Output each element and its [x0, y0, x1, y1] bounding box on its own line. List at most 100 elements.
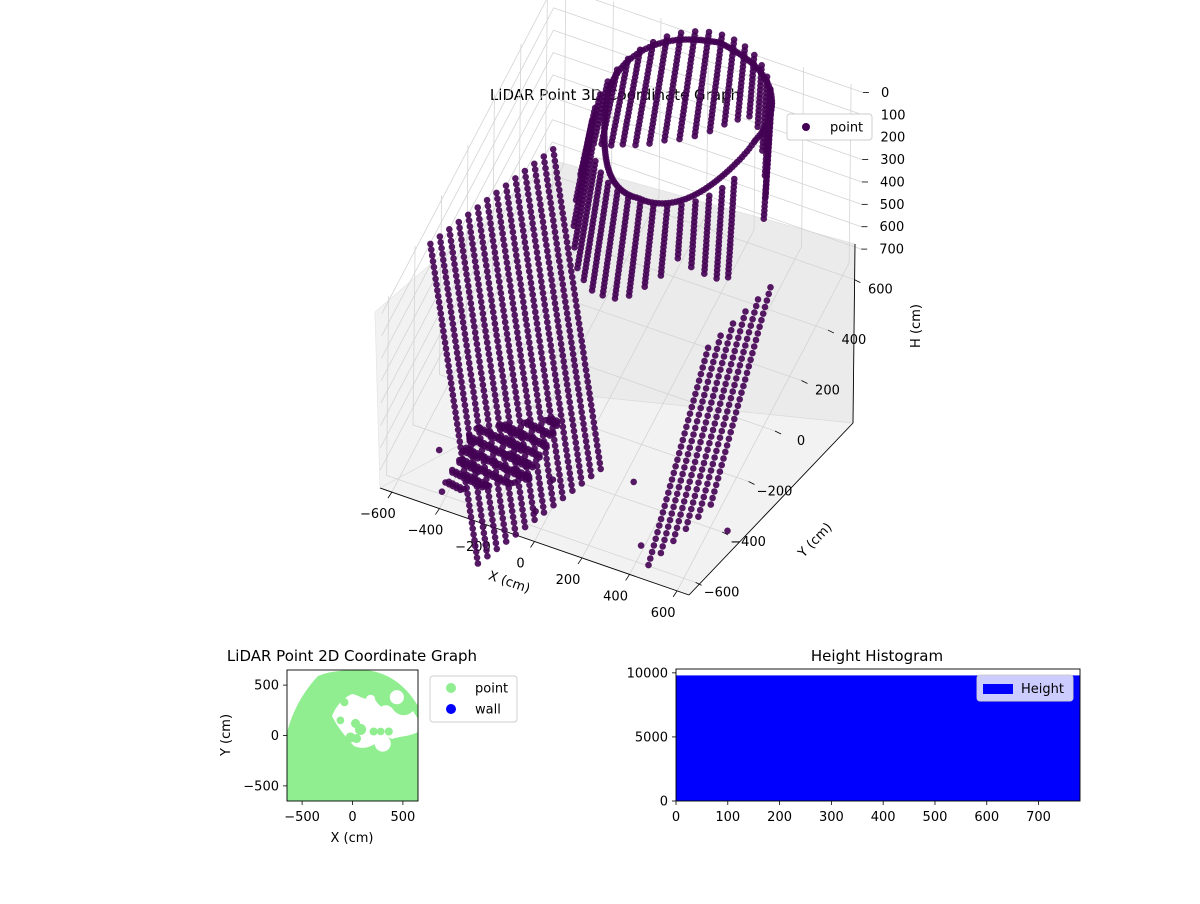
- data-point: [520, 512, 527, 519]
- data-point: [476, 287, 483, 294]
- data-point: [754, 123, 761, 131]
- data-point: [460, 253, 468, 261]
- data-point: [648, 548, 656, 556]
- data-point: [459, 384, 466, 392]
- data-point: [472, 335, 480, 342]
- data-point: [543, 170, 550, 178]
- data-point: [692, 424, 699, 432]
- data-point: [578, 337, 585, 345]
- data-point: [515, 198, 523, 205]
- gap: [377, 705, 394, 722]
- data-point: [709, 426, 717, 434]
- data-point: [686, 512, 693, 519]
- data-point: [553, 454, 561, 461]
- data-point: [500, 378, 507, 386]
- data-point: [472, 548, 480, 556]
- data-point: [593, 442, 601, 449]
- data-point: [508, 365, 516, 373]
- tick-label-y: −200: [757, 484, 793, 499]
- point-cloud-3d: [427, 28, 776, 569]
- data-point: [483, 333, 490, 341]
- data-point: [726, 333, 733, 341]
- data-point: [569, 350, 577, 358]
- data-point: [691, 132, 699, 140]
- tick-mark-y: [721, 531, 729, 536]
- data-point: [740, 348, 747, 356]
- data-point: [533, 391, 541, 399]
- data-point: [512, 317, 519, 325]
- data-point: [695, 377, 703, 385]
- data-point: [442, 345, 450, 352]
- data-point: [740, 314, 747, 322]
- data-point: [507, 288, 515, 296]
- data-point: [574, 451, 581, 458]
- data-point: [498, 509, 506, 516]
- data-point: [693, 486, 700, 493]
- data-point: [458, 307, 465, 315]
- tick-mark-x: [387, 491, 393, 499]
- data-point: [551, 371, 559, 378]
- gridline-y: [492, 94, 802, 381]
- data-point: [693, 452, 701, 459]
- data-point: [569, 345, 576, 352]
- data-point: [729, 354, 737, 361]
- data-point: [725, 435, 733, 443]
- data-point: [587, 401, 595, 409]
- data-point: [726, 367, 733, 375]
- data-point: [550, 294, 558, 301]
- data-point: [716, 468, 724, 476]
- data-point: [449, 391, 457, 399]
- data-point: [749, 315, 756, 323]
- data-point: [497, 218, 505, 226]
- data-point: [573, 374, 580, 381]
- data-point: [544, 318, 551, 326]
- data-point: [727, 326, 735, 334]
- data-point: [516, 275, 524, 282]
- data-point: [465, 359, 473, 367]
- data-point: [694, 384, 701, 391]
- data-point: [546, 265, 554, 272]
- data-point: [577, 331, 585, 339]
- data-point: [708, 399, 715, 406]
- data-point: [549, 496, 556, 503]
- y-axis-line: [688, 422, 854, 596]
- tick-label-h: 100: [881, 108, 906, 123]
- tick-label-y: 600: [868, 283, 893, 298]
- data-point: [467, 300, 475, 307]
- data-point: [463, 471, 471, 479]
- data-point: [554, 317, 561, 325]
- data-point: [531, 231, 538, 239]
- data-point: [491, 249, 499, 256]
- data-point: [440, 327, 447, 335]
- data-point: [460, 324, 468, 332]
- data-point: [455, 289, 463, 297]
- data-point: [446, 297, 453, 304]
- data-point: [568, 268, 575, 275]
- data-point: [684, 450, 692, 458]
- data-point: [710, 358, 717, 366]
- data-point: [531, 516, 538, 524]
- data-point: [551, 300, 559, 307]
- data-point: [686, 478, 693, 486]
- data-point: [534, 326, 542, 333]
- data-point: [487, 220, 494, 227]
- data-point: [456, 295, 464, 303]
- data-point: [465, 217, 473, 224]
- data-point: [505, 199, 512, 207]
- data-point: [688, 505, 695, 513]
- legend-histogram: Height: [976, 674, 1074, 702]
- data-point: [661, 536, 668, 544]
- data-point: [663, 530, 670, 537]
- data-point: [569, 279, 577, 287]
- data-point: [441, 339, 449, 347]
- data-point: [690, 431, 697, 438]
- data-point: [538, 491, 545, 499]
- data-point: [696, 506, 704, 514]
- data-point: [562, 227, 569, 234]
- data-point: [718, 359, 726, 367]
- data-point: [445, 478, 453, 486]
- data-point: [657, 549, 665, 557]
- data-point: [697, 370, 705, 378]
- data-point: [542, 378, 549, 386]
- data-point: [535, 260, 542, 268]
